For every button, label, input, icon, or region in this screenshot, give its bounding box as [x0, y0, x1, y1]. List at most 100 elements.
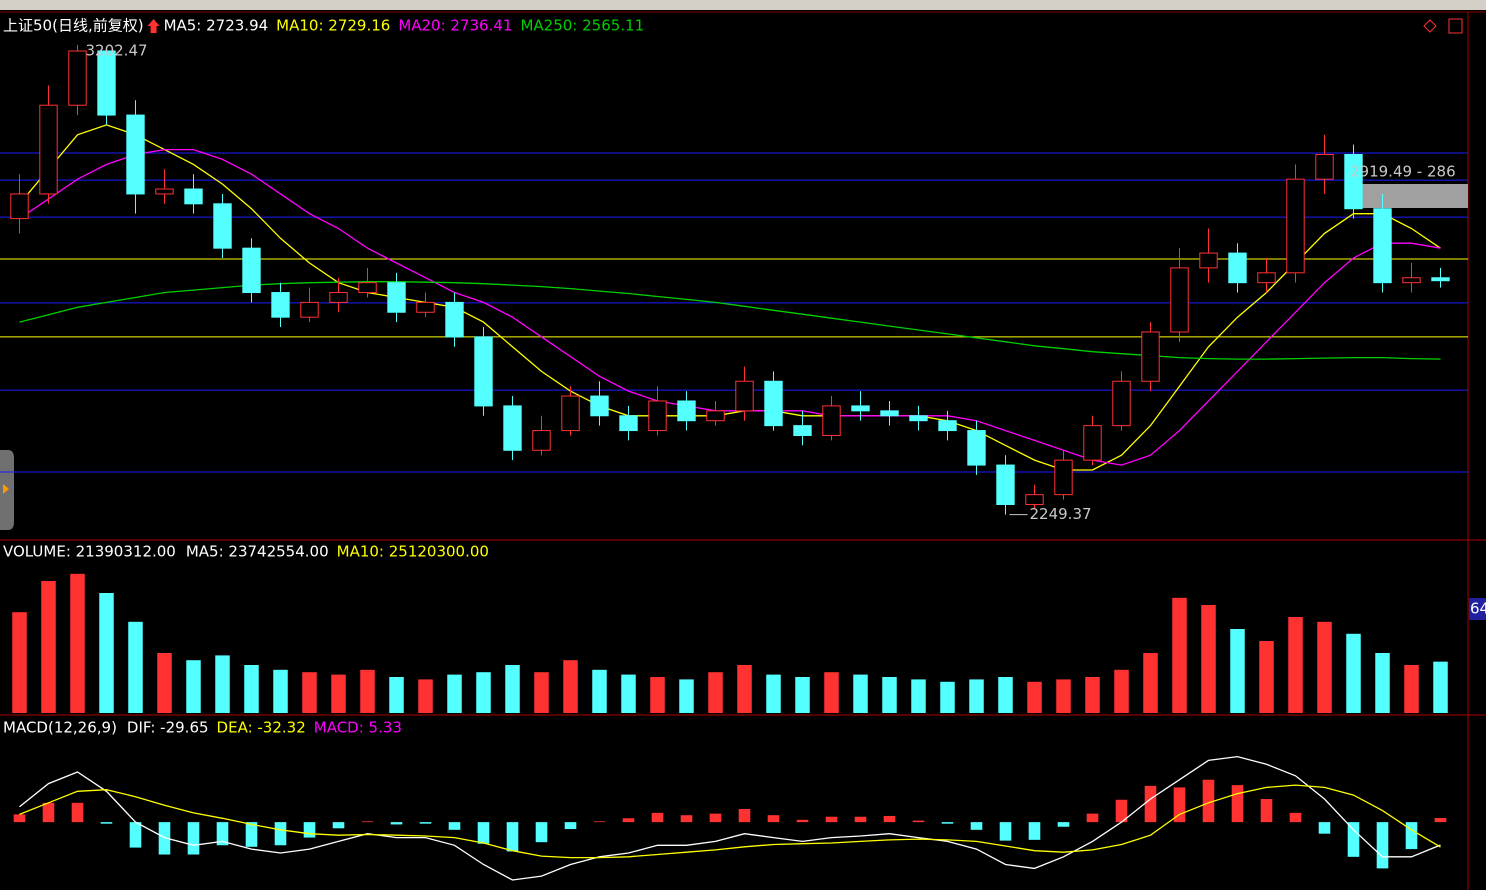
candle-body: [706, 410, 725, 422]
icon-diamond[interactable]: [1423, 19, 1437, 33]
volume-bar: [418, 679, 433, 713]
volume-bar: [1375, 653, 1390, 713]
legend-entry: MA20: 2736.41: [398, 17, 512, 35]
volume-bar: [1317, 621, 1332, 713]
candle-body: [1054, 459, 1073, 496]
macd-bar: [1202, 779, 1215, 823]
macd-bar: [941, 822, 954, 824]
candle-body: [735, 380, 754, 412]
macd-bar: [1405, 822, 1418, 850]
candle-body: [68, 50, 87, 106]
volume-bar: [1404, 665, 1419, 713]
volume-bar: [708, 672, 723, 713]
indicator-line: [19, 784, 1441, 859]
volume-bar: [360, 669, 375, 713]
candle-body: [358, 282, 377, 294]
volume-bar: [70, 573, 85, 713]
volume-bar: [592, 669, 607, 713]
volume-bar: [12, 612, 27, 713]
candle-body: [242, 247, 261, 294]
macd-bar: [1028, 822, 1041, 840]
legend-entry: MACD: 5.33: [314, 719, 402, 737]
volume-bar: [1085, 677, 1100, 713]
measure-box: [1352, 184, 1468, 208]
macd-bar: [1260, 798, 1273, 823]
macd-bar: [100, 822, 113, 824]
volume-bar: [1201, 605, 1216, 713]
macd-bar: [825, 816, 838, 823]
indicator-line: [19, 148, 1441, 466]
macd-bar: [883, 815, 896, 823]
volume-bar: [1027, 681, 1042, 713]
macd-bar: [854, 816, 867, 823]
macd-bar: [42, 802, 55, 823]
icon-window[interactable]: [1448, 18, 1463, 34]
axis-label-box: [1469, 598, 1486, 620]
volume-bar: [1259, 641, 1274, 713]
macd-bar: [448, 822, 461, 830]
panel-title: 上证50(日线,前复权): [3, 17, 144, 35]
candle-body: [387, 282, 406, 313]
candle-body: [909, 415, 928, 422]
macd-bar: [593, 821, 606, 823]
volume-bar: [99, 593, 114, 713]
volume-bar: [969, 679, 984, 713]
volume-bar: [1056, 679, 1071, 713]
candle-body: [155, 188, 174, 195]
candle-body: [97, 50, 116, 116]
candle-body: [793, 425, 812, 436]
volume-bar: [505, 665, 520, 713]
candle-body: [474, 336, 493, 407]
volume-bar: [737, 665, 752, 713]
candle-body: [1112, 380, 1131, 427]
volume-bar: [244, 665, 259, 713]
candle-body: [300, 301, 319, 318]
macd-bar: [1434, 818, 1447, 823]
legend-entry: MA250: 2565.11: [520, 17, 644, 35]
candle-body: [1315, 154, 1334, 180]
macd-bar: [1115, 799, 1128, 823]
macd-bar: [216, 822, 229, 846]
macd-bar: [506, 822, 519, 852]
macd-bar: [477, 822, 490, 844]
macd-bar: [738, 809, 751, 823]
candle-body: [1228, 252, 1247, 284]
macd-bar: [274, 822, 287, 846]
volume-bar: [882, 677, 897, 713]
volume-bar: [157, 653, 172, 713]
macd-bar: [332, 822, 345, 829]
volume-bar: [766, 674, 781, 713]
indicator-line: [19, 755, 1441, 881]
candle-body: [880, 410, 899, 417]
volume-bar: [273, 669, 288, 713]
high-label: 3202.47: [86, 41, 148, 59]
candle-body: [1083, 425, 1102, 461]
candle-body: [1141, 331, 1160, 382]
candle-body: [677, 400, 696, 422]
macd-bar: [419, 822, 432, 824]
candle-body: [1199, 252, 1218, 269]
volume-bar: [1114, 669, 1129, 713]
macd-bar: [970, 822, 983, 830]
candle-body: [10, 193, 29, 220]
volume-bar: [1230, 629, 1245, 713]
volume-bar: [824, 672, 839, 713]
candle-body: [822, 405, 841, 436]
macd-bar: [71, 802, 84, 823]
macd-bar: [1144, 785, 1157, 823]
candle-body: [271, 292, 290, 318]
volume-bar: [331, 674, 346, 713]
legend-entry: MA5: 2723.94: [164, 17, 269, 35]
macd-bar: [999, 822, 1012, 841]
candle-body: [1257, 272, 1276, 284]
legend-entry: DIF: -29.65: [127, 719, 209, 737]
macd-bar: [1231, 785, 1244, 823]
volume-bar: [563, 660, 578, 713]
candle-body: [590, 395, 609, 417]
candle-body: [1402, 277, 1421, 284]
candle-body: [1344, 154, 1363, 210]
macd-bar: [1057, 822, 1070, 827]
